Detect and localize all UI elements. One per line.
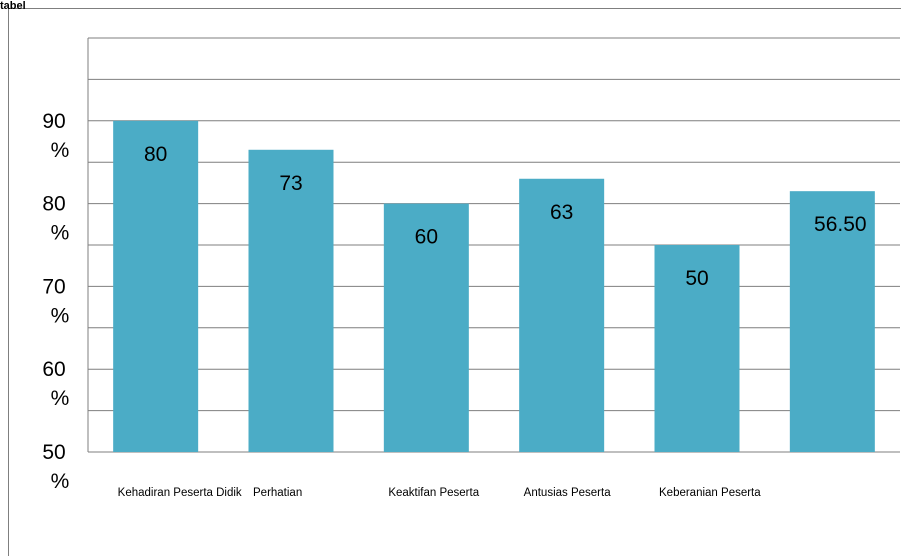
data-label: 63 bbox=[550, 201, 573, 224]
data-label: 80 bbox=[144, 143, 167, 166]
y-tick-label-unit: % bbox=[51, 470, 70, 493]
gridlines bbox=[87, 37, 900, 453]
category-label: Perhatian bbox=[253, 487, 303, 499]
y-tick-label: 50 bbox=[42, 441, 65, 464]
category-label: Keberanian Peserta bbox=[659, 487, 761, 499]
y-tick-label-unit: % bbox=[51, 387, 70, 410]
bar bbox=[789, 191, 875, 452]
y-tick-label-unit: % bbox=[51, 222, 70, 245]
category-label: Antusias Peserta bbox=[523, 487, 611, 499]
data-label: 56.50 bbox=[814, 213, 867, 236]
bar bbox=[654, 245, 740, 452]
y-tick-label: 70 bbox=[42, 275, 65, 298]
bars bbox=[113, 120, 875, 453]
bar bbox=[519, 178, 605, 452]
data-labels: 80 73 60 63 50 56.50 bbox=[144, 143, 867, 290]
bar bbox=[113, 120, 199, 453]
category-label: Keaktifan Peserta bbox=[388, 487, 480, 499]
y-tick-label-unit: % bbox=[51, 139, 70, 162]
category-label: Kehadiran Peserta Didik bbox=[117, 487, 242, 499]
chart-frame bbox=[8, 8, 901, 556]
cropped-title-text: tabel bbox=[0, 0, 26, 12]
data-label: 60 bbox=[415, 226, 438, 249]
y-tick-label: 90 bbox=[42, 110, 65, 133]
y-axis-tick-labels: 90% 80% 70% 60% 50% bbox=[42, 110, 69, 493]
data-label: 73 bbox=[279, 172, 302, 195]
y-tick-label: 60 bbox=[42, 358, 65, 381]
data-label: 50 bbox=[685, 267, 708, 290]
bar bbox=[248, 149, 334, 452]
y-tick-label: 80 bbox=[42, 193, 65, 216]
bar bbox=[383, 203, 469, 452]
y-tick-label-unit: % bbox=[51, 304, 70, 327]
